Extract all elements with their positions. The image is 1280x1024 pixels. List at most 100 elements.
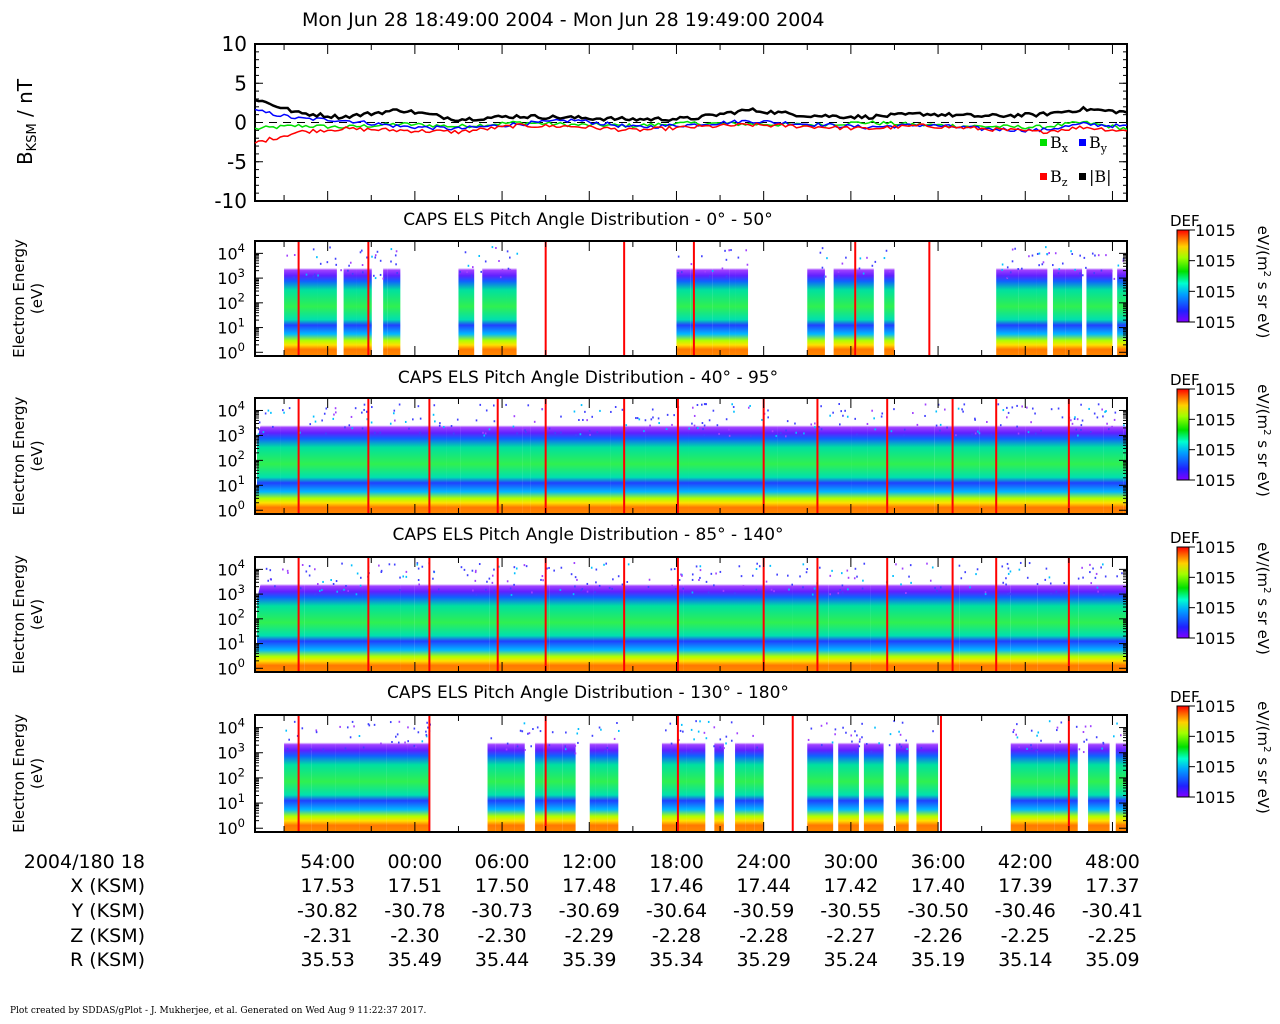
noise-speck (1049, 582, 1052, 585)
noise-speck (1075, 725, 1078, 728)
panel-title: CAPS ELS Pitch Angle Distribution - 85° … (392, 525, 783, 545)
noise-speck (343, 588, 345, 591)
noise-speck (348, 264, 350, 267)
noise-speck (719, 738, 722, 741)
noise-speck (1075, 428, 1078, 431)
spectrum-column (1078, 561, 1127, 672)
noise-speck (527, 732, 529, 735)
ephemeris-value: 35.49 (388, 949, 442, 971)
noise-speck (366, 256, 368, 259)
noise-speck (806, 568, 809, 571)
noise-speck (335, 580, 338, 583)
noise-speck (316, 583, 319, 586)
legend-swatch (1079, 173, 1086, 180)
spectrum-column (1010, 561, 1038, 672)
noise-speck (527, 404, 530, 407)
noise-speck (354, 407, 357, 410)
noise-speck (873, 417, 875, 420)
noise-speck (787, 574, 789, 577)
noise-speck (606, 747, 609, 750)
panel-frame (254, 714, 1128, 833)
spectrum-column (495, 720, 515, 832)
ephemeris-value: 35.09 (1085, 949, 1139, 971)
noise-speck (586, 582, 589, 585)
noise-speck (889, 733, 892, 736)
noise-speck (475, 569, 477, 572)
noise-speck (1016, 736, 1019, 739)
ephemeris-value: -30.73 (471, 900, 532, 922)
noise-speck (417, 579, 420, 582)
noise-speck (974, 418, 976, 421)
noise-speck (315, 729, 318, 732)
ytick-label: -10 (214, 189, 247, 213)
noise-speck (1036, 252, 1039, 255)
noise-speck (1079, 276, 1081, 279)
noise-speck (1073, 417, 1076, 420)
spectrogram-data (284, 715, 1127, 832)
noise-speck (1104, 410, 1106, 413)
spectrum-column (1122, 720, 1127, 832)
noise-speck (681, 573, 683, 576)
ytick-label: -5 (227, 150, 247, 174)
noise-speck (395, 250, 398, 253)
noise-speck (837, 592, 840, 595)
noise-speck (576, 732, 579, 735)
noise-speck (418, 583, 420, 586)
noise-speck (881, 412, 884, 415)
noise-speck (1046, 253, 1048, 256)
spectrum-column (297, 402, 371, 514)
noise-speck (1102, 563, 1104, 566)
noise-speck (374, 256, 377, 259)
noise-speck (322, 748, 325, 751)
noise-speck (775, 434, 778, 437)
ylabel-line2: (eV) (28, 599, 46, 630)
noise-speck (1097, 254, 1100, 257)
noise-speck (1048, 576, 1051, 579)
noise-speck (1101, 747, 1103, 750)
noise-speck (964, 571, 967, 574)
ytick-label: 104 (217, 557, 245, 579)
spectrum-column (387, 245, 401, 356)
spectrum-column (280, 402, 298, 514)
noise-speck (682, 730, 684, 733)
noise-speck (1054, 252, 1057, 255)
noise-speck (826, 257, 828, 260)
noise-speck (847, 576, 850, 579)
legend-swatch (1040, 173, 1047, 180)
spectrum-column (870, 561, 960, 672)
noise-speck (1119, 734, 1122, 737)
noise-speck (883, 257, 886, 260)
noise-speck (541, 408, 543, 411)
noise-speck (305, 570, 308, 573)
noise-speck (347, 269, 349, 272)
spectrum-column (1086, 245, 1113, 356)
noise-speck (576, 578, 578, 581)
noise-speck (820, 744, 823, 747)
noise-speck (745, 751, 747, 754)
colorbar-label: DEF (1170, 371, 1200, 389)
noise-speck (1059, 740, 1061, 743)
noise-speck (756, 746, 758, 749)
noise-speck (491, 581, 494, 584)
ephemeris-value: 17.50 (475, 875, 529, 897)
noise-speck (821, 266, 824, 269)
noise-speck (824, 275, 827, 278)
noise-speck (939, 429, 941, 432)
noise-speck (536, 726, 539, 729)
noise-speck (934, 587, 936, 590)
noise-speck (616, 722, 618, 725)
noise-speck (957, 407, 960, 410)
noise-speck (899, 733, 902, 736)
spectrum-column (712, 245, 730, 356)
noise-speck (350, 564, 353, 567)
colorbar-label: DEF (1170, 529, 1200, 547)
noise-speck (1104, 575, 1107, 578)
noise-speck (376, 250, 379, 253)
noise-speck (363, 403, 366, 406)
noise-speck (898, 730, 900, 733)
ytick-label: 5 (234, 71, 247, 95)
noise-speck (699, 576, 701, 579)
noise-speck (1040, 739, 1042, 742)
noise-speck (644, 419, 647, 422)
noise-speck (929, 579, 932, 582)
